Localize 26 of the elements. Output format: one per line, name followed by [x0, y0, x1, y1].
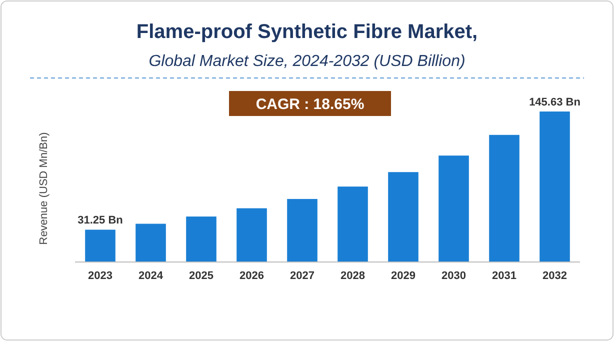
bar: [388, 172, 418, 262]
x-tick-label: 2028: [340, 270, 365, 282]
data-label: 31.25 Bn: [78, 214, 124, 227]
chart-title: Flame-proof Synthetic Fibre Market,: [136, 21, 478, 43]
bar: [85, 230, 116, 262]
bar: [136, 224, 166, 262]
x-tick-label: 2029: [391, 270, 416, 282]
chart-subtitle: Global Market Size, 2024-2032 (USD Billion): [148, 53, 466, 70]
bar: [186, 216, 216, 262]
y-axis-title: Revenue (USD Mn/Bn): [38, 132, 50, 245]
bar: [236, 208, 267, 262]
x-tick-label: 2031: [492, 270, 516, 282]
x-tick-label: 2032: [542, 270, 567, 282]
bar: [338, 186, 368, 262]
x-tick-label: 2030: [442, 270, 466, 282]
x-tick-label: 2025: [189, 270, 214, 282]
x-tick-label: 2026: [240, 270, 264, 282]
annotation: CAGR : 18.65%: [256, 96, 364, 113]
bar: [438, 156, 469, 262]
x-tick-label: 2024: [138, 270, 164, 282]
bar: [540, 112, 570, 262]
bar: [489, 134, 520, 262]
x-tick-label: 2027: [290, 270, 314, 282]
bar: [287, 198, 318, 262]
data-label: 145.63 Bn: [529, 96, 581, 109]
x-tick-label: 2023: [88, 270, 112, 282]
